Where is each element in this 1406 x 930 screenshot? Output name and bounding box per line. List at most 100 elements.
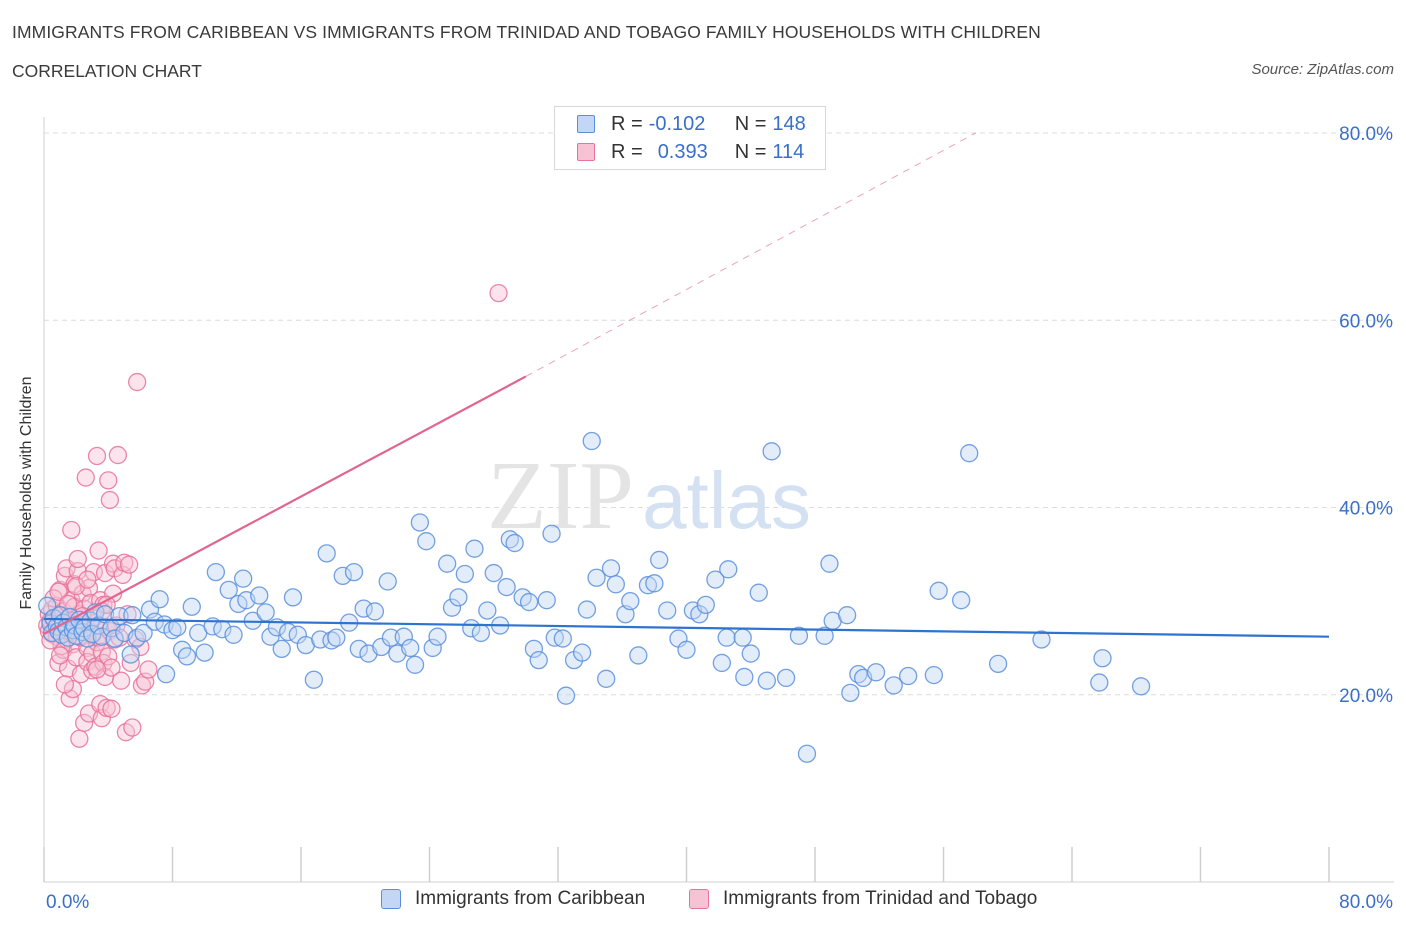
- data-point-caribbean: [757, 671, 776, 690]
- data-point-trinidad: [89, 541, 108, 560]
- data-point-caribbean: [1093, 649, 1112, 668]
- data-point-caribbean: [529, 650, 548, 670]
- data-point-trinidad: [87, 660, 107, 679]
- data-point-caribbean: [428, 627, 447, 646]
- data-point-caribbean: [1090, 673, 1109, 692]
- legend-item-trinidad[interactable]: Immigrants from Trinidad and Tobago: [689, 888, 1037, 910]
- data-point-caribbean: [417, 532, 436, 551]
- trend-line-trinidad: [43, 375, 527, 635]
- data-point-caribbean: [372, 637, 391, 657]
- data-point-caribbean: [988, 654, 1008, 674]
- data-point-caribbean: [629, 646, 648, 665]
- data-point-trinidad: [66, 576, 86, 596]
- r-value-caribbean: -0.102: [648, 112, 706, 135]
- legend-swatch-pink: [689, 889, 709, 909]
- data-point-caribbean: [1032, 630, 1051, 649]
- x-tick-label: 80.0%: [1339, 892, 1393, 913]
- legend-swatch-blue: [381, 889, 401, 909]
- data-point-caribbean: [378, 572, 397, 591]
- data-point-trinidad: [108, 445, 128, 465]
- data-point-trinidad: [123, 718, 142, 737]
- axes: [43, 117, 1394, 883]
- data-point-caribbean: [317, 544, 336, 563]
- data-point-caribbean: [789, 626, 809, 645]
- data-point-trinidad: [489, 283, 508, 303]
- data-point-caribbean: [344, 562, 364, 582]
- y-tick-label: 20.0%: [1339, 686, 1393, 707]
- data-point-caribbean: [410, 513, 430, 532]
- n-label: N =: [734, 112, 767, 135]
- data-point-caribbean: [423, 638, 442, 658]
- data-point-caribbean: [650, 550, 669, 570]
- trend-lines: [43, 132, 1330, 638]
- data-point-caribbean: [797, 744, 817, 763]
- watermark: ZIP atlas: [487, 442, 811, 550]
- data-point-trinidad: [75, 713, 94, 732]
- data-point-caribbean: [505, 533, 524, 553]
- data-point-caribbean: [749, 583, 768, 602]
- data-point-caribbean: [690, 605, 709, 624]
- data-point-caribbean: [587, 568, 606, 587]
- data-point-caribbean: [866, 663, 886, 682]
- data-point-caribbean: [438, 554, 457, 573]
- data-point-caribbean: [327, 628, 346, 647]
- data-point-caribbean: [471, 623, 491, 643]
- data-point-caribbean: [1131, 677, 1151, 696]
- r-value-trinidad: 0.393: [657, 140, 708, 163]
- data-point-caribbean: [168, 618, 187, 637]
- data-point-caribbean: [182, 597, 201, 616]
- stats-legend: R = -0.102 N = 148 R = 0.393 N = 114: [554, 106, 826, 170]
- y-tick-label: 80.0%: [1339, 124, 1393, 145]
- data-point-trinidad: [62, 520, 81, 540]
- data-point-caribbean: [322, 631, 341, 650]
- stats-row-caribbean: R = -0.102 N = 148: [577, 111, 806, 137]
- y-tick-label: 40.0%: [1339, 499, 1393, 520]
- data-point-caribbean: [134, 623, 153, 643]
- data-point-caribbean: [354, 599, 373, 618]
- legend-item-caribbean[interactable]: Immigrants from Caribbean: [381, 888, 645, 910]
- data-point-caribbean: [234, 569, 253, 588]
- data-point-trinidad: [99, 471, 118, 490]
- data-point-trinidad: [119, 555, 139, 574]
- data-point-caribbean: [735, 667, 754, 687]
- data-point-trinidad: [70, 729, 89, 748]
- r-label: R =: [611, 112, 643, 135]
- data-point-trinidad: [102, 699, 121, 718]
- data-point-caribbean: [177, 647, 197, 666]
- data-point-caribbean: [304, 670, 324, 689]
- data-point-caribbean: [572, 643, 592, 662]
- data-point-caribbean: [455, 564, 474, 584]
- data-point-caribbean: [537, 591, 556, 610]
- chart-title: IMMIGRANTS FROM CARIBBEAN VS IMMIGRANTS …: [12, 22, 1041, 42]
- data-point-caribbean: [333, 566, 352, 585]
- data-point-caribbean: [250, 586, 269, 605]
- data-point-trinidad: [139, 660, 158, 679]
- data-point-caribbean: [577, 600, 597, 619]
- data-point-caribbean: [542, 524, 561, 543]
- data-point-caribbean: [696, 595, 715, 615]
- x-tick-label: 0.0%: [46, 892, 89, 913]
- chart-subtitle: CORRELATION CHART: [12, 61, 202, 81]
- data-point-caribbean: [621, 591, 640, 611]
- stats-row-trinidad: R = 0.393 N = 114: [577, 139, 804, 165]
- data-point-caribbean: [658, 601, 677, 620]
- data-point-caribbean: [405, 655, 425, 674]
- y-tick-label: 60.0%: [1339, 311, 1393, 332]
- data-point-caribbean: [820, 554, 839, 573]
- data-point-caribbean: [741, 644, 760, 663]
- data-point-caribbean: [283, 588, 303, 607]
- data-point-caribbean: [553, 629, 572, 648]
- pink-series-points: [38, 283, 508, 748]
- data-point-caribbean: [841, 683, 860, 703]
- legend-label-caribbean: Immigrants from Caribbean: [415, 888, 646, 909]
- data-point-caribbean: [712, 653, 731, 673]
- data-point-trinidad: [92, 709, 111, 728]
- n-value-caribbean: 148: [772, 112, 806, 135]
- data-point-caribbean: [645, 574, 664, 593]
- legend-swatch-pink: [577, 143, 595, 161]
- data-point-caribbean: [582, 431, 601, 451]
- data-point-caribbean: [206, 562, 226, 582]
- tick-labels: 20.0% 40.0% 60.0% 80.0% 0.0% 80.0%: [46, 124, 1393, 913]
- data-point-caribbean: [497, 577, 516, 597]
- data-point-caribbean: [717, 628, 736, 647]
